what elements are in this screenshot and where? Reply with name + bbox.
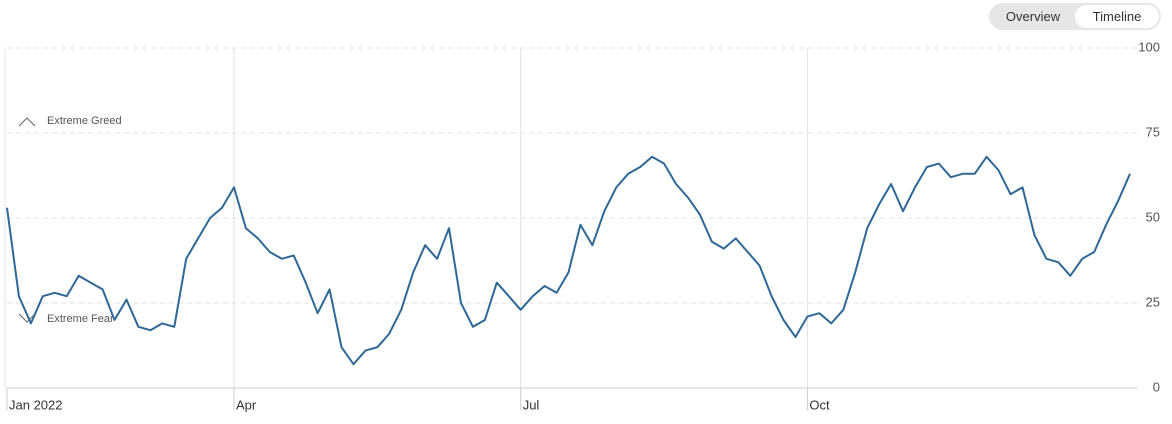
x-tick-label: Jul: [523, 397, 540, 412]
fear-icon: [18, 313, 36, 323]
y-tick-label: 100: [1138, 39, 1160, 54]
x-tick-label: Jan 2022: [9, 397, 63, 412]
annotation: Extreme Fear: [47, 313, 114, 325]
view-toggle: Overview Timeline: [989, 3, 1161, 30]
y-tick-label: 75: [1146, 124, 1160, 139]
x-tick-label: Oct: [809, 397, 830, 412]
x-tick-label: Apr: [236, 397, 257, 412]
toggle-option[interactable]: Overview: [1005, 9, 1061, 24]
data-line: [6, 155, 1131, 366]
annotation: Extreme Greed: [47, 115, 122, 127]
y-tick-label: 50: [1146, 209, 1160, 224]
y-tick-label: 0: [1153, 379, 1160, 394]
toggle-option[interactable]: Timeline: [1075, 5, 1159, 28]
y-tick-label: 25: [1146, 294, 1160, 309]
greed-icon: [18, 117, 36, 127]
